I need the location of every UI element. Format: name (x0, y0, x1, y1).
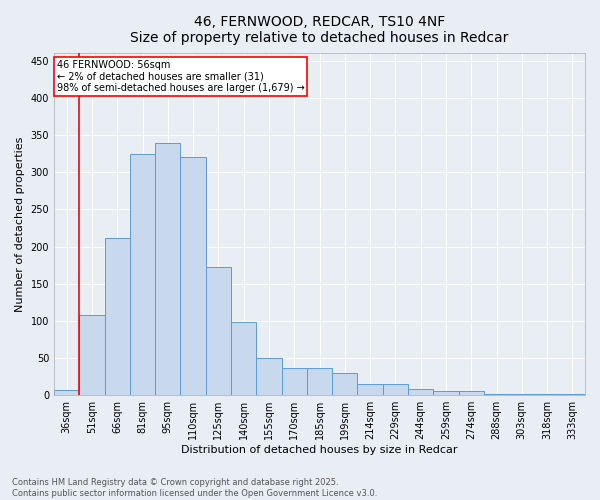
Bar (560, 394, 585, 395)
Text: 46 FERNWOOD: 56sqm
← 2% of detached houses are smaller (31)
98% of semi-detached: 46 FERNWOOD: 56sqm ← 2% of detached hous… (56, 60, 304, 94)
X-axis label: Distribution of detached houses by size in Redcar: Distribution of detached houses by size … (181, 445, 458, 455)
Bar (104, 238, 130, 395)
Bar (79, 315, 104, 395)
Bar (433, 392, 458, 395)
Bar (231, 322, 256, 395)
Bar (383, 384, 408, 395)
Bar (130, 154, 155, 395)
Bar (332, 373, 358, 395)
Bar (54, 390, 79, 395)
Bar (206, 268, 231, 395)
Bar (358, 384, 383, 395)
Bar (181, 158, 206, 395)
Bar (155, 142, 181, 395)
Bar (535, 394, 560, 395)
Bar (509, 394, 535, 395)
Bar (307, 368, 332, 395)
Bar (281, 368, 307, 395)
Bar (484, 394, 509, 395)
Bar (458, 392, 484, 395)
Text: Contains HM Land Registry data © Crown copyright and database right 2025.
Contai: Contains HM Land Registry data © Crown c… (12, 478, 377, 498)
Bar (256, 358, 281, 395)
Title: 46, FERNWOOD, REDCAR, TS10 4NF
Size of property relative to detached houses in R: 46, FERNWOOD, REDCAR, TS10 4NF Size of p… (130, 15, 509, 45)
Y-axis label: Number of detached properties: Number of detached properties (15, 136, 25, 312)
Bar (408, 388, 433, 395)
